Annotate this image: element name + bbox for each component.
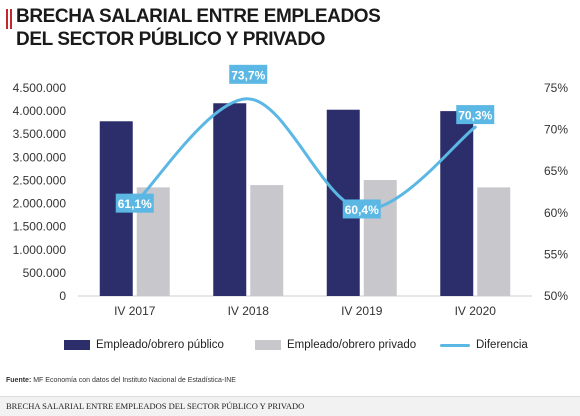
y-right-tick-label: 60% xyxy=(544,206,568,220)
y-left-tick-label: 2.500.000 xyxy=(13,173,67,187)
y-left-tick-label: 0 xyxy=(59,289,66,303)
data-label-diferencia: 60,4% xyxy=(345,203,379,217)
legend-label-privado: Empleado/obrero privado xyxy=(287,339,417,351)
data-label-box xyxy=(115,193,154,213)
y-left-tick-label: 4.500.000 xyxy=(13,81,67,95)
title-line-1: BRECHA SALARIAL ENTRE EMPLEADOS xyxy=(16,6,381,27)
source-text: MF Economía con datos del Instituto Naci… xyxy=(31,377,236,384)
data-label-box xyxy=(342,199,381,219)
caption-text: BRECHA SALARIAL ENTRE EMPLEADOS DEL SECT… xyxy=(6,401,305,411)
legend-swatch-privado xyxy=(255,340,281,350)
source-note: Fuente: MF Economía con datos del Instit… xyxy=(6,377,236,384)
legend-label-publico: Empleado/obrero público xyxy=(96,339,224,351)
chart-frame: BRECHA SALARIAL ENTRE EMPLEADOS DEL SECT… xyxy=(0,6,580,384)
bar-privado xyxy=(477,187,511,296)
title-accent-bars xyxy=(6,9,14,29)
y-right-tick-label: 65% xyxy=(544,164,568,178)
y-right-tick-label: 70% xyxy=(544,123,568,137)
data-label-diferencia: 70,3% xyxy=(458,109,492,123)
x-tick-label: IV 2018 xyxy=(228,304,270,318)
legend: Empleado/obrero público Empleado/obrero … xyxy=(0,339,580,357)
y-left-tick-label: 1.500.000 xyxy=(13,220,67,234)
legend-swatch-diferencia xyxy=(440,343,470,347)
legend-item-diferencia: Diferencia xyxy=(440,339,528,351)
x-tick-label: IV 2017 xyxy=(114,304,156,318)
data-label-diferencia: 61,1% xyxy=(118,197,152,211)
bar-publico xyxy=(440,111,474,296)
legend-item-privado: Empleado/obrero privado xyxy=(255,339,416,351)
data-label-box xyxy=(456,105,495,125)
x-tick-label: IV 2019 xyxy=(341,304,383,318)
y-right-tick-label: 75% xyxy=(544,81,568,95)
y-left-tick-label: 500.000 xyxy=(23,266,67,280)
line-diferencia xyxy=(133,97,477,211)
legend-swatch-publico xyxy=(64,340,90,350)
y-left-tick-label: 1.000.000 xyxy=(13,243,67,257)
data-label-diferencia: 73,7% xyxy=(231,68,265,82)
source-label: Fuente: xyxy=(6,377,32,384)
y-left-tick-label: 4.000.000 xyxy=(13,104,67,118)
y-left-tick-label: 2.000.000 xyxy=(13,197,67,211)
bar-privado xyxy=(363,179,397,296)
title-line-2: DEL SECTOR PÚBLICO Y PRIVADO xyxy=(16,29,326,50)
y-right-tick-label: 55% xyxy=(544,247,568,261)
bar-publico xyxy=(213,103,247,297)
y-left-tick-label: 3.500.000 xyxy=(13,127,67,141)
y-right-tick-label: 50% xyxy=(544,289,568,303)
caption-bar: BRECHA SALARIAL ENTRE EMPLEADOS DEL SECT… xyxy=(0,396,580,416)
legend-label-diferencia: Diferencia xyxy=(476,339,528,351)
y-left-tick-label: 3.000.000 xyxy=(13,150,67,164)
combo-chart: 0 500.000 1.000.000 1.500.000 2.000.000 2.500… xyxy=(13,64,568,318)
bar-privado xyxy=(250,185,284,296)
x-tick-label: IV 2020 xyxy=(455,304,497,318)
legend-item-publico: Empleado/obrero público xyxy=(64,339,224,351)
data-label-box xyxy=(229,64,268,84)
